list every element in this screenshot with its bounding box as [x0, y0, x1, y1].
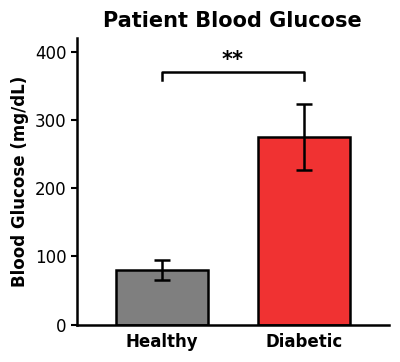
Text: **: ** [222, 50, 244, 70]
Title: Patient Blood Glucose: Patient Blood Glucose [104, 11, 362, 31]
Bar [116, 270, 208, 325]
Y-axis label: Blood Glucose (mg/dL): Blood Glucose (mg/dL) [11, 76, 29, 287]
Bar [258, 137, 350, 325]
